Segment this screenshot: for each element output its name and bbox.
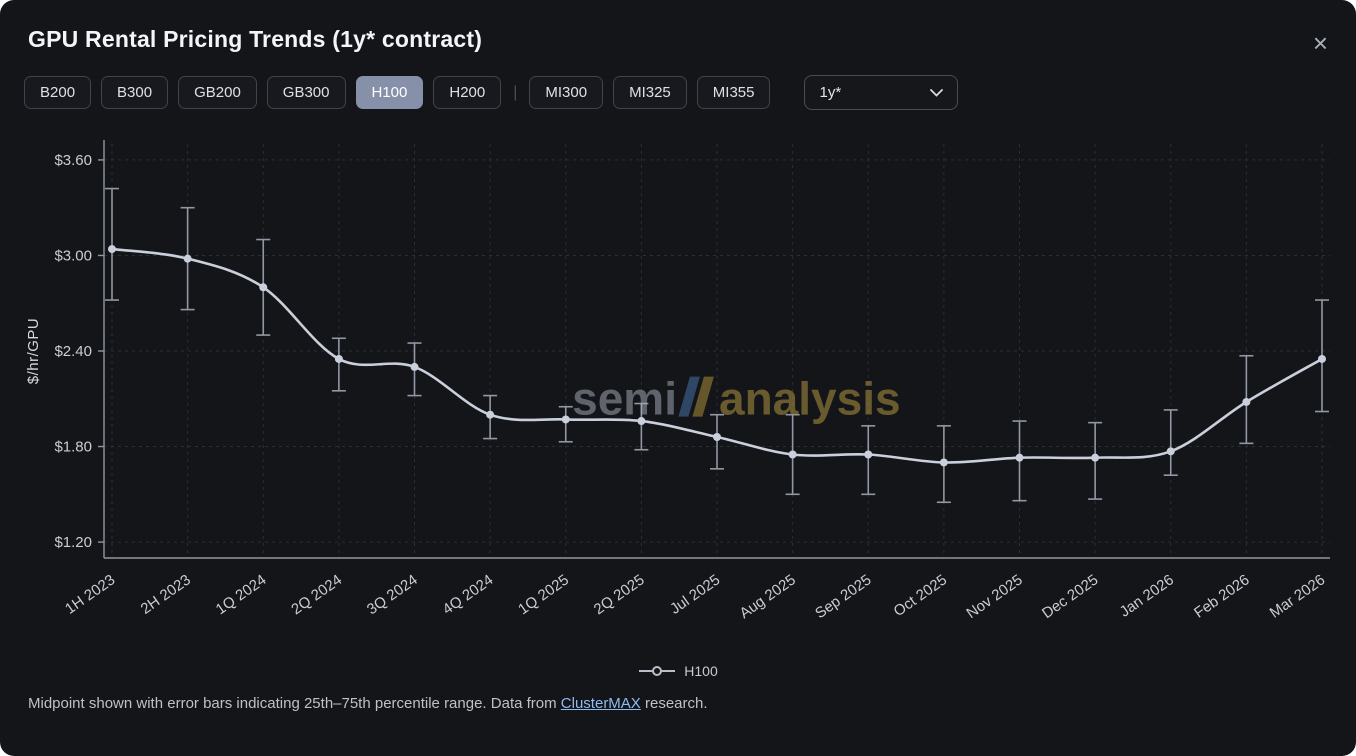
svg-text:2Q 2025: 2Q 2025 <box>591 571 648 618</box>
semianalysis-watermark: semi analysis <box>572 373 900 425</box>
chevron-down-icon <box>930 88 944 97</box>
series-line-h100 <box>110 247 1324 464</box>
y-axis-title: $/hr/GPU <box>25 318 42 385</box>
svg-text:$1.20: $1.20 <box>54 534 92 551</box>
legend-line-marker <box>639 666 676 676</box>
x-tick-labels: 1H 2023 2H 2023 1Q 2024 2Q 2024 3Q 2024 4Q 20… <box>62 571 1328 622</box>
toolbar: B200 B300 GB200 GB300 H100 H200 | MI300 MI325 M… <box>0 53 1356 110</box>
svg-text:analysis: analysis <box>719 373 901 425</box>
gpu-button-row: B200 B300 GB200 GB300 H100 H200 <box>24 76 502 109</box>
svg-text:Mar 2026: Mar 2026 <box>1267 571 1329 621</box>
svg-text:1Q 2025: 1Q 2025 <box>515 571 572 618</box>
chart-legend: H100 <box>0 663 1356 679</box>
svg-text:semi: semi <box>572 373 677 425</box>
footer-text-before: Midpoint shown with error bars indicatin… <box>28 695 561 712</box>
close-icon[interactable]: × <box>1312 28 1328 58</box>
contract-term-value: 1y* <box>819 84 842 101</box>
svg-text:Oct 2025: Oct 2025 <box>891 571 951 620</box>
svg-text:Feb 2026: Feb 2026 <box>1191 571 1253 621</box>
pricing-line-chart: semi analysis $1.20 $1.80 $2.40 $3.00 $3.60 1H … <box>25 140 1330 622</box>
gpu-button-gb200[interactable]: GB200 <box>178 76 257 109</box>
svg-text:Sep 2025: Sep 2025 <box>812 571 874 622</box>
gridlines <box>104 144 1330 558</box>
svg-text:$3.00: $3.00 <box>54 247 92 264</box>
svg-text:$2.40: $2.40 <box>54 343 92 360</box>
gpu-button-mi325[interactable]: MI325 <box>613 76 687 109</box>
footer-text-after: research. <box>640 695 708 712</box>
svg-text:Aug 2025: Aug 2025 <box>737 571 799 622</box>
legend-label: H100 <box>684 663 718 679</box>
header: GPU Rental Pricing Trends (1y* contract)… <box>0 0 1356 56</box>
y-tick-labels: $1.20 $1.80 $2.40 $3.00 $3.60 <box>54 152 104 551</box>
footer-note: Midpoint shown with error bars indicatin… <box>0 679 1356 712</box>
button-group-divider: | <box>513 83 518 101</box>
chart-area: semi analysis $1.20 $1.80 $2.40 $3.00 $3.60 1H … <box>0 110 1356 661</box>
svg-text:Jul 2025: Jul 2025 <box>667 571 723 617</box>
gpu-button-b300[interactable]: B300 <box>101 76 169 109</box>
svg-text:1H 2023: 1H 2023 <box>62 571 118 617</box>
amd-button-row: MI300 MI325 MI355 <box>529 76 771 109</box>
svg-text:2Q 2024: 2Q 2024 <box>288 571 345 618</box>
svg-text:Dec 2025: Dec 2025 <box>1039 571 1101 622</box>
svg-text:4Q 2024: 4Q 2024 <box>440 571 497 618</box>
svg-text:$1.80: $1.80 <box>54 439 92 456</box>
gpu-button-gb300[interactable]: GB300 <box>266 76 346 109</box>
gpu-button-h100[interactable]: H100 <box>355 76 424 109</box>
svg-text:Nov 2025: Nov 2025 <box>963 571 1025 622</box>
data-points[interactable] <box>108 245 1326 467</box>
svg-text:Jan 2026: Jan 2026 <box>1117 571 1177 620</box>
page-title: GPU Rental Pricing Trends (1y* contract) <box>28 26 483 52</box>
gpu-button-mi300[interactable]: MI300 <box>529 76 604 109</box>
gpu-button-b200[interactable]: B200 <box>24 76 92 109</box>
gpu-button-mi355[interactable]: MI355 <box>696 76 771 109</box>
svg-text:2H 2023: 2H 2023 <box>138 571 194 617</box>
gpu-button-h200[interactable]: H200 <box>433 76 502 109</box>
clustermax-link[interactable]: ClusterMAX <box>560 695 641 712</box>
contract-term-select[interactable]: 1y* <box>804 75 959 110</box>
svg-text:3Q 2024: 3Q 2024 <box>364 571 421 618</box>
svg-text:1Q 2024: 1Q 2024 <box>213 571 270 618</box>
svg-text:$3.60: $3.60 <box>54 152 92 169</box>
